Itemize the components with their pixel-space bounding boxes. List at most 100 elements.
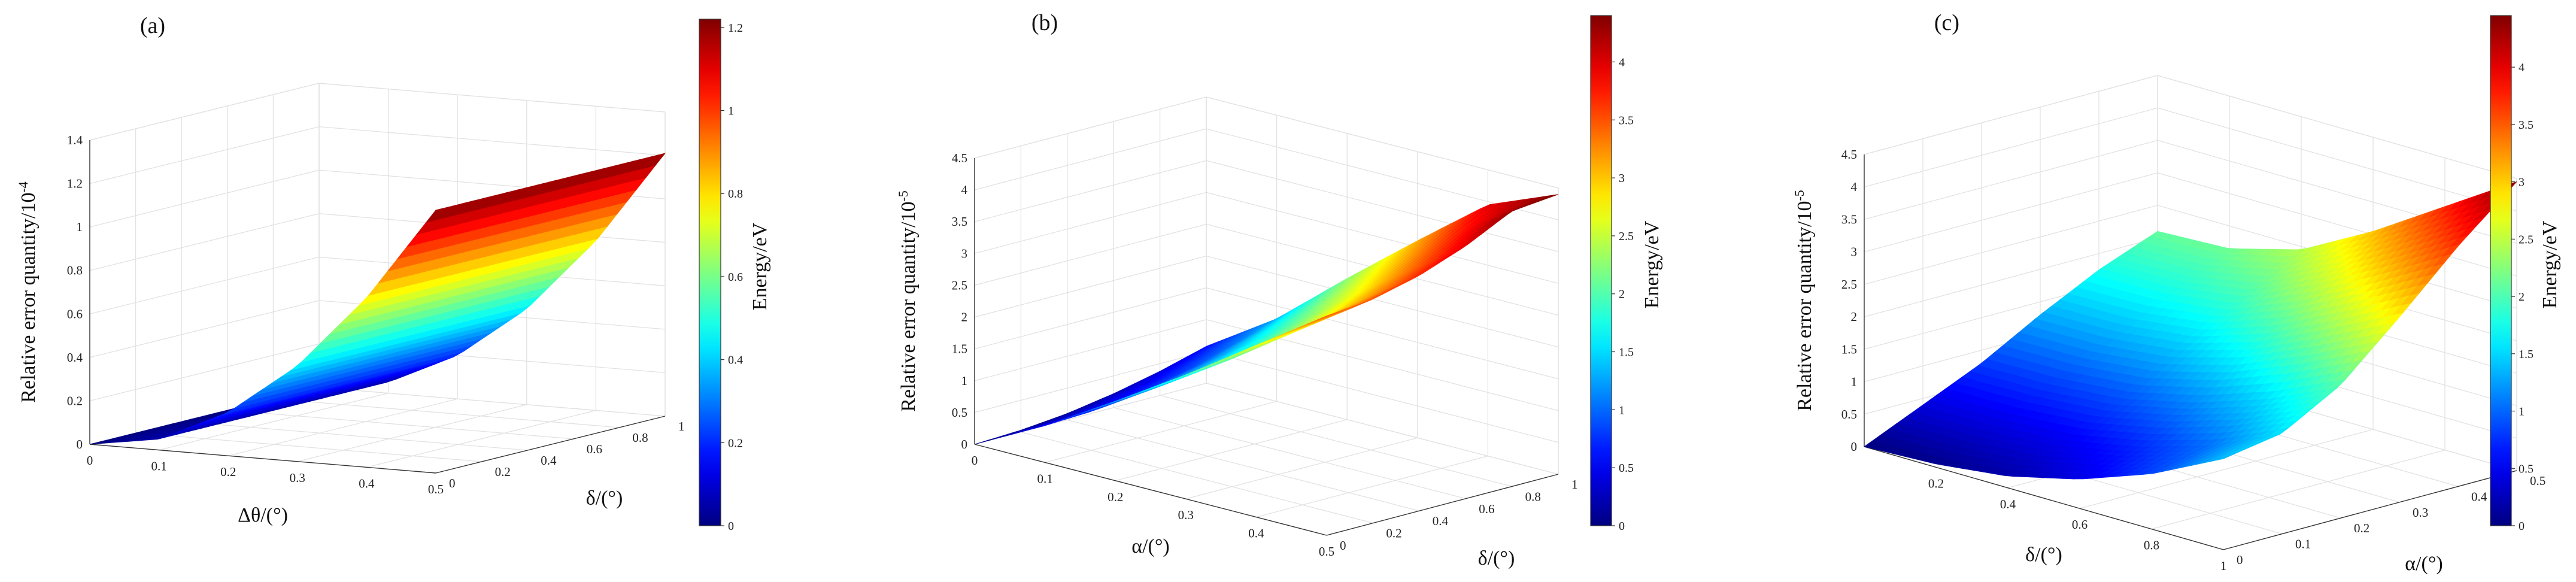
z-tick-label: 0.5 [952, 405, 967, 420]
z-tick-label: 4.5 [952, 151, 967, 165]
grid-line-x-floor [1185, 437, 1418, 499]
colorbar-bar [2490, 15, 2512, 526]
colorbar-tick-label: 0.8 [728, 187, 743, 201]
z-tick-label: 0.6 [67, 307, 83, 321]
z-tick-label: 0 [1851, 439, 1858, 454]
grid-line-x-floor [228, 398, 458, 456]
z-axis-label: Relative error quantity/10-5 [1792, 190, 1816, 411]
colorbar-tick-label: 3 [1619, 172, 1625, 185]
y-tick-label: 0.1 [2295, 537, 2311, 551]
box-edge [1864, 75, 2158, 155]
x-tick-label: 0.3 [1178, 508, 1194, 522]
colorbar: 0 0.2 0.4 0.6 0.8 1 1.2 Energy/eV [699, 19, 771, 533]
x-tick-label: 0.8 [2144, 538, 2159, 553]
y-tick-label: 0.2 [495, 465, 511, 479]
y-tick-label: 0.3 [2413, 505, 2428, 520]
z-tick-label: 0.4 [67, 350, 83, 365]
z-tick-label: 1 [961, 374, 968, 388]
y-tick-label: 0.2 [2354, 521, 2369, 535]
grid-line-x-floor [297, 404, 527, 462]
colorbar-label: Energy/eV [749, 222, 771, 310]
colorbar-tick-label: 0 [1619, 520, 1625, 533]
colorbar-tick-label: 0.5 [1619, 462, 1634, 475]
z-tick-label: 0.2 [67, 393, 83, 408]
z-tick-label: 2 [1851, 310, 1858, 324]
colorbar-tick-label: 1 [728, 105, 734, 118]
colorbar-label: Energy/eV [2539, 220, 2561, 308]
grid-line-y-floor [181, 421, 528, 451]
colorbar-tick-label: 0.2 [728, 436, 743, 450]
z-tick-label: 4 [961, 183, 968, 197]
surface [89, 153, 666, 445]
z-tick-label: 1.5 [952, 342, 967, 356]
grid-line-y-floor [1021, 431, 1373, 524]
chart-panel-1: 0 0.2 0.4 0.6 0.8 1 1.2 1.4 0 0.1 0.2 0.3 0.4 0.5 0 0.2… [16, 13, 772, 533]
y-tick-label: 0.6 [1479, 502, 1494, 516]
y-axis-line [2223, 470, 2517, 550]
x-axis-label: α/(°) [1131, 535, 1170, 557]
grid-line-z [974, 96, 1559, 189]
surface-facet [425, 208, 443, 223]
x-tick-label: 0.4 [1248, 526, 1264, 541]
z-tick-label: 0.8 [67, 263, 83, 278]
z-tick-label: 3.5 [952, 214, 967, 229]
y-tick-label: 0.8 [632, 431, 648, 445]
z-tick-label: 1 [1851, 375, 1858, 389]
grid-line-y-floor [273, 398, 620, 428]
x-axis-label: δ/(°) [2025, 544, 2062, 566]
z-axis-label-exponent: -5 [1792, 190, 1807, 201]
colorbar-tick-label: 1.2 [728, 22, 743, 35]
grid-line-y-floor [1206, 383, 1559, 475]
grid-line-x-floor [1115, 419, 1348, 481]
grid-line-y-floor [1160, 395, 1512, 487]
x-tick-label: 0.4 [2000, 497, 2016, 511]
z-tick-label: 0 [77, 437, 83, 451]
panel-label: (b) [1031, 10, 1058, 35]
x-tick-label: 0.2 [220, 465, 236, 479]
box-edge [1206, 96, 1559, 189]
colorbar-tick-label: 1.5 [2519, 348, 2533, 361]
y-axis-label: δ/(°) [586, 487, 623, 510]
y-tick-label: 0 [1340, 538, 1346, 553]
box-edge [89, 83, 320, 141]
colorbar-tick-label: 2 [1619, 288, 1625, 301]
z-tick-label: 4 [1851, 180, 1858, 194]
y-tick-label: 0.4 [1433, 514, 1449, 528]
x-tick-label: 0.3 [290, 471, 305, 485]
y-tick-label: 0.6 [587, 442, 602, 456]
x-axis-line [89, 444, 436, 474]
z-tick-label: 1 [77, 220, 83, 234]
x-tick-label: 0.1 [151, 459, 166, 474]
z-tick-label: 1.2 [67, 177, 83, 191]
z-axis-label: Relative error quantity/10-4 [16, 181, 40, 403]
grid-line-z [974, 128, 1559, 220]
x-tick-label: 1 [2220, 559, 2227, 573]
z-tick-label: 0.5 [1841, 407, 1857, 422]
y-tick-label: 1 [678, 419, 685, 434]
grid-line-z [1864, 75, 2517, 179]
surface [974, 194, 1559, 445]
colorbar-tick-label: 0 [728, 520, 734, 533]
axes-box [89, 83, 666, 474]
y-axis-label: α/(°) [2405, 553, 2443, 575]
z-tick-label: 3 [1851, 245, 1858, 259]
colorbar-tick-label: 2.5 [2519, 233, 2533, 246]
y-tick-label: 0.4 [541, 453, 557, 468]
colorbar-label: Energy/eV [1641, 220, 1663, 308]
z-tick-label: 2.5 [952, 278, 967, 292]
colorbar-tick-label: 0.4 [728, 354, 743, 367]
chart-panel-2: 0 0.5 1 1.5 2 2.5 3 3.5 4 4.5 0 0.1 0.2 0.3 0.4 0.5 0 0.2… [896, 10, 1664, 569]
colorbar-bar [699, 19, 721, 526]
grid-line-x-floor [366, 410, 596, 468]
grid-line-y-floor [1067, 419, 1419, 511]
grid-lines [89, 83, 666, 474]
colorbar-tick-label: 4 [2519, 61, 2525, 74]
panel-label: (a) [140, 13, 165, 38]
colorbar-tick-label: 0.5 [2519, 462, 2533, 475]
y-tick-label: 0.4 [2471, 489, 2487, 504]
z-tick-label: 1.4 [67, 133, 83, 147]
panel-label: (c) [1934, 10, 1959, 35]
y-tick-label: 1 [1571, 477, 1578, 492]
grid-line-z [1864, 107, 2517, 211]
x-tick-label: 0 [87, 453, 93, 468]
